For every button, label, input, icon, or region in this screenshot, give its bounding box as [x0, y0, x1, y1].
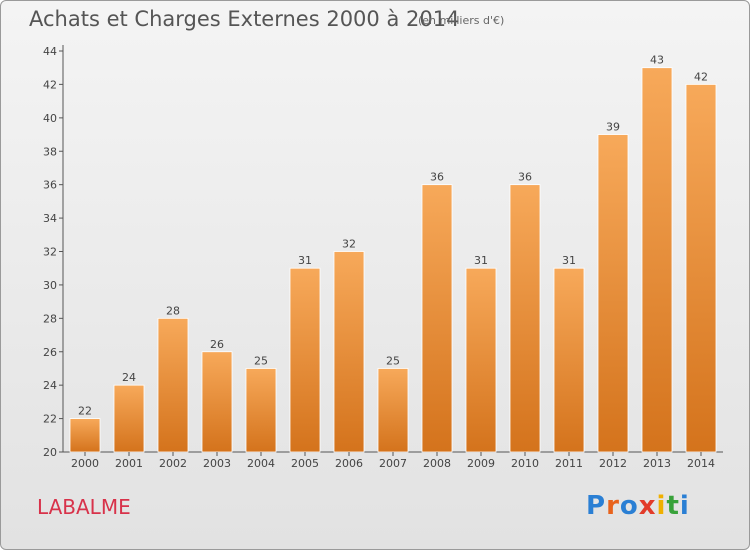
y-tick-label: 40	[43, 112, 57, 125]
logo-letter: i	[679, 491, 690, 521]
y-tick-label: 42	[43, 78, 57, 91]
data-label: 26	[210, 338, 224, 351]
bar	[597, 134, 629, 453]
x-tick-label: 2004	[247, 457, 275, 470]
data-label: 42	[694, 70, 708, 83]
data-label: 31	[474, 254, 488, 267]
x-tick-label: 2009	[467, 457, 495, 470]
x-tick-label: 2005	[291, 457, 319, 470]
data-label: 31	[562, 254, 576, 267]
bar	[553, 267, 585, 453]
x-tick-label: 2008	[423, 457, 451, 470]
x-tick-label: 2000	[71, 457, 99, 470]
bar	[245, 368, 277, 453]
y-tick-label: 20	[43, 446, 57, 459]
y-tick-label: 22	[43, 413, 57, 426]
x-tick-label: 2011	[555, 457, 583, 470]
bar	[421, 184, 453, 453]
logo-letter: o	[619, 491, 639, 521]
data-label: 24	[122, 371, 136, 384]
y-tick-label: 30	[43, 279, 57, 292]
y-tick-label: 28	[43, 312, 57, 325]
bar	[201, 351, 233, 453]
logo-letter: t	[666, 491, 680, 521]
logo-letter: x	[638, 491, 657, 521]
bar	[69, 418, 101, 453]
bar	[289, 267, 321, 453]
data-label: 36	[518, 171, 532, 184]
chart-title: Achats et Charges Externes 2000 à 2014	[29, 7, 460, 31]
x-tick-label: 2010	[511, 457, 539, 470]
data-label: 28	[166, 304, 180, 317]
y-tick-label: 24	[43, 379, 57, 392]
x-tick-label: 2007	[379, 457, 407, 470]
data-label: 31	[298, 254, 312, 267]
y-tick-label: 34	[43, 212, 57, 225]
data-label: 25	[254, 354, 268, 367]
y-tick-label: 26	[43, 346, 57, 359]
y-tick-label: 44	[43, 45, 57, 58]
x-tick-label: 2013	[643, 457, 671, 470]
bar	[465, 267, 497, 453]
x-tick-label: 2001	[115, 457, 143, 470]
x-tick-label: 2006	[335, 457, 363, 470]
data-label: 25	[386, 354, 400, 367]
data-label: 43	[650, 54, 664, 67]
bar	[333, 251, 365, 453]
data-label: 32	[342, 238, 356, 251]
data-label: 22	[78, 405, 92, 418]
x-tick-label: 2012	[599, 457, 627, 470]
logo-letter: P	[586, 491, 607, 521]
x-tick-label: 2003	[203, 457, 231, 470]
bar	[509, 184, 541, 453]
chart-subtitle: (en milliers d'€)	[418, 14, 505, 27]
bar	[157, 317, 189, 453]
bar	[685, 84, 717, 453]
proxiti-logo: Proxiti	[586, 491, 690, 521]
y-tick-label: 32	[43, 246, 57, 259]
logo-letter: r	[606, 491, 620, 521]
data-label: 36	[430, 171, 444, 184]
bar	[113, 384, 145, 453]
logo-letter: i	[656, 491, 667, 521]
x-tick-label: 2002	[159, 457, 187, 470]
bar	[377, 368, 409, 453]
bar	[641, 67, 673, 453]
data-label: 39	[606, 121, 620, 134]
commune-name: LABALME	[37, 495, 131, 519]
y-tick-label: 38	[43, 145, 57, 158]
x-tick-label: 2014	[687, 457, 715, 470]
y-tick-label: 36	[43, 179, 57, 192]
